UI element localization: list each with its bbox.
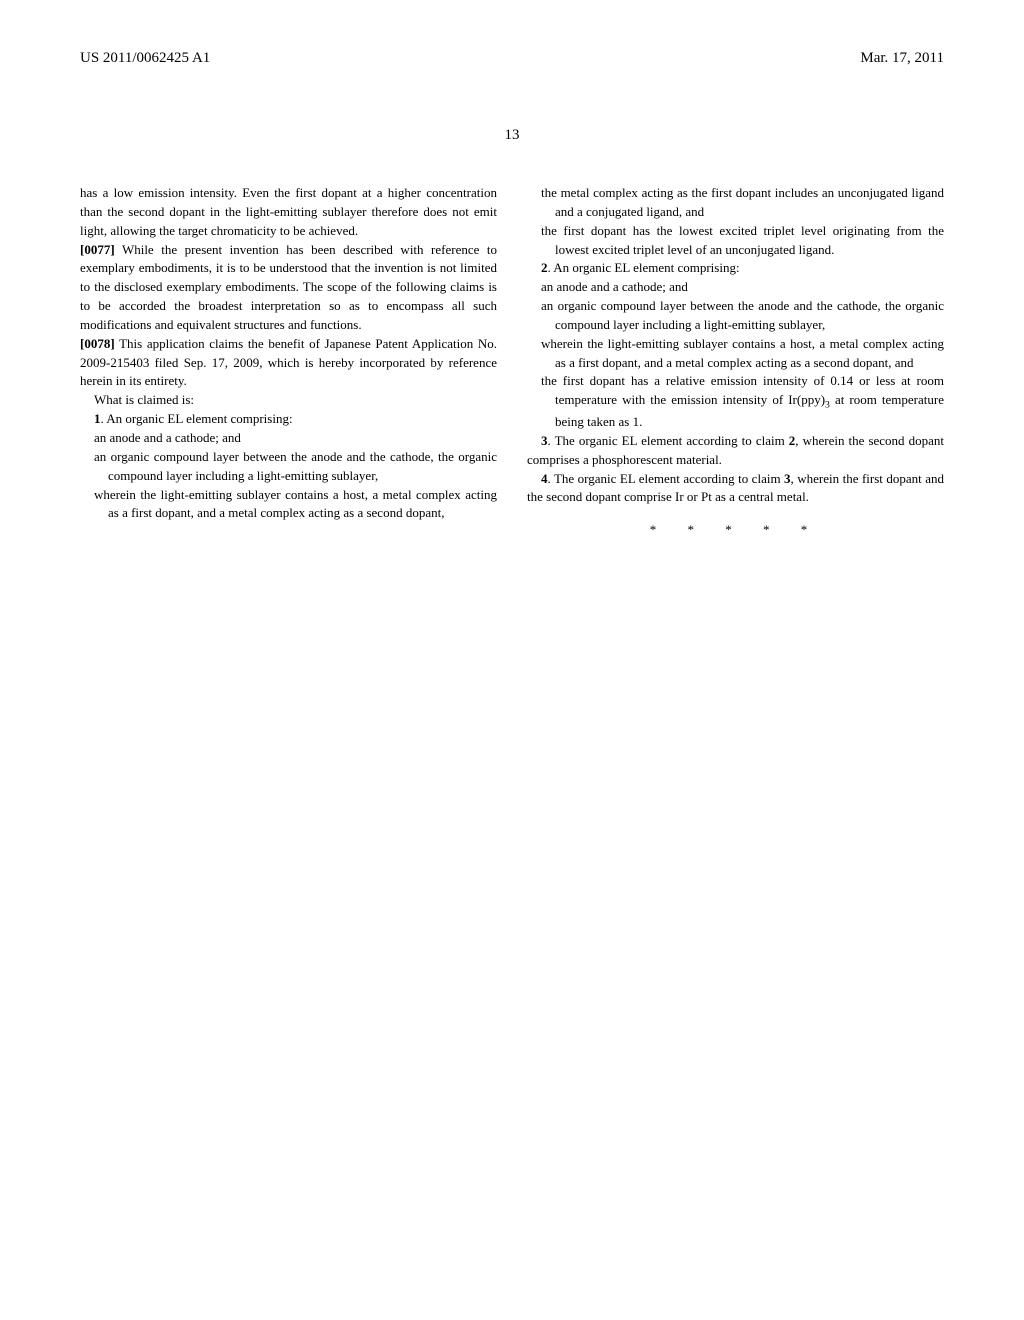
para-0077-text: While the present invention has been des… (80, 242, 497, 332)
claim-2-element-d: the first dopant has a relative emission… (527, 372, 944, 431)
page-header: US 2011/0062425 A1 Mar. 17, 2011 (80, 50, 944, 67)
claims-header: What is claimed is: (80, 391, 497, 410)
paragraph-0077: [0077] While the present invention has b… (80, 241, 497, 335)
para-number-0078: [0078] (80, 336, 115, 351)
claim-1-element-d: the metal complex acting as the first do… (527, 184, 944, 222)
right-column: the metal complex acting as the first do… (527, 184, 944, 540)
end-asterisks: * * * * * (527, 521, 944, 540)
claim-3: 3. The organic EL element according to c… (527, 432, 944, 470)
paragraph-0078: [0078] This application claims the benef… (80, 335, 497, 392)
claim-1-element-b: an organic compound layer between the an… (80, 448, 497, 486)
claim-2-intro-text: . An organic EL element comprising: (548, 260, 740, 275)
para-number-0077: [0077] (80, 242, 115, 257)
claim-2-element-c: wherein the light-emitting sublayer cont… (527, 335, 944, 373)
left-column: has a low emission intensity. Even the f… (80, 184, 497, 540)
content-columns: has a low emission intensity. Even the f… (80, 184, 944, 540)
para-0078-text: This application claims the benefit of J… (80, 336, 497, 389)
claim-1-element-c: wherein the light-emitting sublayer cont… (80, 486, 497, 524)
claim-1-element-a: an anode and a cathode; and (80, 429, 497, 448)
claim-1-intro-text: . An organic EL element comprising: (101, 411, 293, 426)
paragraph-continuation: has a low emission intensity. Even the f… (80, 184, 497, 241)
publication-date: Mar. 17, 2011 (860, 50, 944, 67)
claim-2-element-b: an organic compound layer between the an… (527, 297, 944, 335)
claim-2-intro: 2. An organic EL element comprising: (527, 259, 944, 278)
claim-4-pre: . The organic EL element according to cl… (548, 471, 785, 486)
page-number: 13 (80, 127, 944, 144)
publication-number: US 2011/0062425 A1 (80, 50, 210, 67)
claim-2-element-a: an anode and a cathode; and (527, 278, 944, 297)
claim-3-pre: . The organic EL element according to cl… (548, 433, 789, 448)
claim-1-intro: 1. An organic EL element comprising: (80, 410, 497, 429)
claim-4: 4. The organic EL element according to c… (527, 470, 944, 508)
claim-1-element-e: the first dopant has the lowest excited … (527, 222, 944, 260)
